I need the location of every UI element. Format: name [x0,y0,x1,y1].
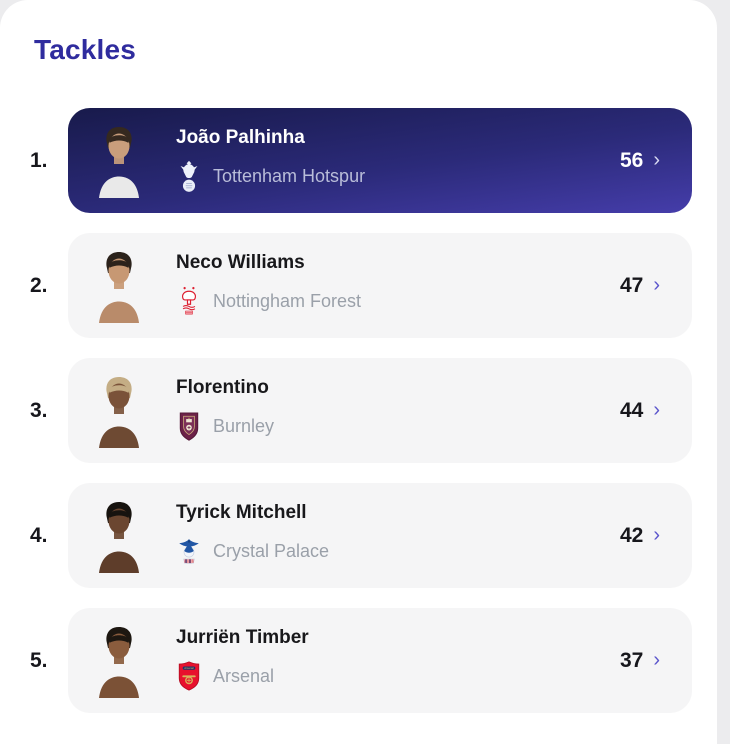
leaderboard-row: 3. Florentino Burnley 44 › [0,358,717,463]
stat-value: 44 [619,398,644,422]
club-name: Burnley [213,415,275,436]
player-card[interactable]: Tyrick Mitchell Crystal Palace 42 › [68,483,692,588]
club-name: Tottenham Hotspur [213,165,366,186]
club-name: Nottingham Forest [213,290,362,311]
chevron-right-icon: › [653,523,660,546]
stat-value: 56 [619,148,644,172]
stat-value: 47 [619,273,644,297]
chevron-right-icon: › [653,398,660,421]
club-line: Crystal Palace [176,533,329,569]
player-photo [92,624,146,698]
chevron-right-icon: › [653,273,660,296]
player-info: Neco Williams Nottingham Forest [176,252,361,319]
leaderboard-row: 1. João Palhinha Tottenham Hotspur 56 › [0,108,717,213]
tackles-leaderboard: 1. João Palhinha Tottenham Hotspur 56 › [0,108,717,713]
arsenal-badge: Arsenal [176,658,202,694]
club-name: Crystal Palace [213,540,330,561]
rank-label: 1. [30,148,48,172]
player-info: Tyrick Mitchell Crystal Palace [176,502,329,569]
player-info: Jurriën Timber Arsenal Arsenal [176,627,309,694]
nottingham-forest-badge [176,283,202,319]
player-card[interactable]: Neco Williams Nottingham Forest 47 › [68,233,692,338]
player-name: Jurriën Timber [176,627,309,648]
player-name: Neco Williams [176,252,305,273]
player-info: João Palhinha Tottenham Hotspur [176,127,365,194]
stat-value: 37 [619,648,644,672]
player-name: João Palhinha [176,127,305,148]
stat-value: 42 [619,523,644,547]
player-photo [92,249,146,323]
player-card[interactable]: João Palhinha Tottenham Hotspur 56 › [68,108,692,213]
club-line: Nottingham Forest [176,283,361,319]
svg-text:Arsenal: Arsenal [184,666,194,670]
burnley-badge [176,408,202,444]
rank-label: 4. [30,523,48,547]
club-line: Arsenal Arsenal [176,658,309,694]
player-card[interactable]: Florentino Burnley 44 › [68,358,692,463]
player-name: Florentino [176,377,269,398]
crystal-palace-badge [176,533,202,569]
leaderboard-row: 4. Tyrick Mitchell Crystal Palace 42 [0,483,717,588]
chevron-right-icon: › [653,148,660,171]
player-photo [92,124,146,198]
rank-label: 3. [30,398,48,422]
player-card[interactable]: Jurriën Timber Arsenal Arsenal 37 › [68,608,692,713]
club-line: Tottenham Hotspur [176,158,365,194]
chevron-right-icon: › [653,648,660,671]
leaderboard-row: 5. Jurriën Timber Arsenal Arsenal 37 [0,608,717,713]
rank-label: 5. [30,648,48,672]
player-info: Florentino Burnley [176,377,274,444]
club-line: Burnley [176,408,274,444]
rank-label: 2. [30,273,48,297]
leaderboard-row: 2. Neco Williams Nottingham Forest [0,233,717,338]
tottenham-hotspur-badge [176,158,202,194]
player-name: Tyrick Mitchell [176,502,307,523]
card-title: Tackles [34,34,137,65]
club-name: Arsenal [213,665,275,686]
player-photo [92,374,146,448]
player-photo [92,499,146,573]
